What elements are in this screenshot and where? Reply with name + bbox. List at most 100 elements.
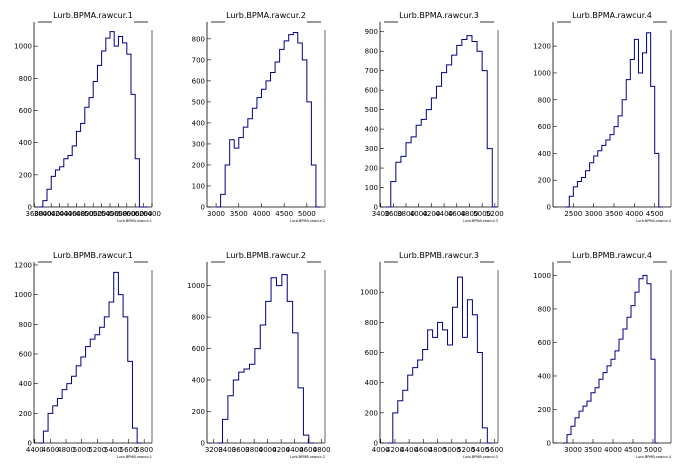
x-tick-label: 4600 xyxy=(41,446,59,454)
y-tick-label: 800 xyxy=(538,305,551,313)
histogram-panel: Lurb.BPMA.rawcur.4 0 200 400 600 800 1000 1200 2… xyxy=(533,11,672,223)
x-tick-label: 4000 xyxy=(259,446,277,454)
x-tick-label: 4200 xyxy=(272,446,290,454)
histogram-line xyxy=(565,32,663,208)
y-tick-label: 0 xyxy=(28,204,32,212)
x-axis-title: Lurb.BPMA.rawcur.4 xyxy=(636,219,672,223)
x-tick-label: 4600 xyxy=(299,446,317,454)
x-tick-label: 3500 xyxy=(230,210,248,218)
x-tick-label: 4500 xyxy=(624,446,642,454)
y-tick-label: 800 xyxy=(538,96,551,104)
y-tick-label: 200 xyxy=(365,409,378,417)
x-tick-label: 3500 xyxy=(605,210,623,218)
y-tick-label: 600 xyxy=(19,107,32,115)
x-tick-label: 4600 xyxy=(448,210,466,218)
y-tick-label: 400 xyxy=(365,379,378,387)
x-tick-label: 4800 xyxy=(461,210,479,218)
x-tick-label: 4000 xyxy=(604,446,622,454)
x-tick-label: 4500 xyxy=(646,210,664,218)
x-tick-label: 3600 xyxy=(232,446,250,454)
panel-title: Lurb.BPMA.rawcur.1 xyxy=(53,11,133,20)
x-tick-label: 5200 xyxy=(457,446,475,454)
y-tick-label: 100 xyxy=(365,184,378,192)
y-tick-label: 1000 xyxy=(187,282,205,290)
y-tick-label: 400 xyxy=(538,372,551,380)
x-tick-label: 4600 xyxy=(67,210,85,218)
x-tick-label: 5200 xyxy=(486,210,504,218)
y-tick-label: 1200 xyxy=(14,261,32,269)
x-tick-label: 5400 xyxy=(104,446,122,454)
x-tick-label: 3800 xyxy=(34,210,52,218)
x-tick-label: 4000 xyxy=(372,446,390,454)
x-tick-label: 5000 xyxy=(473,210,491,218)
y-tick-label: 1000 xyxy=(360,289,378,297)
x-tick-label: 4000 xyxy=(42,210,60,218)
y-tick-label: 200 xyxy=(538,177,551,185)
y-tick-label: 800 xyxy=(19,75,32,83)
x-tick-label: 4800 xyxy=(76,210,94,218)
panel-title: Lurb.BPMB.rawcur.3 xyxy=(399,251,479,260)
y-tick-label: 1000 xyxy=(14,43,32,51)
histogram-panel: Lurb.BPMA.rawcur.2 0 100 200 300 400 500 600 700… xyxy=(192,11,326,223)
histogram-panel: Lurb.BPMA.rawcur.1 0 200 400 600 800 1000 36003… xyxy=(14,11,161,223)
histogram-panel: Lurb.BPMB.rawcur.20200400600800100032003… xyxy=(187,251,330,459)
x-tick-label: 5000 xyxy=(644,446,662,454)
x-tick-label: 4200 xyxy=(51,210,69,218)
histogram-line xyxy=(385,35,498,208)
x-axis-title: Lurb.BPMA.rawcur.1 xyxy=(117,219,152,223)
y-tick-label: 600 xyxy=(538,339,551,347)
panel-title: Lurb.BPMB.rawcur.2 xyxy=(226,251,306,260)
y-tick-label: 200 xyxy=(19,171,32,179)
x-tick-label: 3400 xyxy=(372,210,390,218)
y-tick-label: 0 xyxy=(374,440,378,448)
y-tick-label: 0 xyxy=(547,440,551,448)
y-tick-label: 400 xyxy=(19,380,32,388)
x-tick-label: 5800 xyxy=(135,446,153,454)
histogram-panel: Lurb.BPMB.rawcur.1 0 200 400 600 800 1000 1200 4… xyxy=(14,251,153,459)
y-tick-label: 600 xyxy=(365,349,378,357)
x-tick-label: 5000 xyxy=(84,210,102,218)
y-tick-label: 1000 xyxy=(533,69,551,77)
x-axis-title: Lurb.BPMB.rawcur.3 xyxy=(463,455,498,459)
x-tick-label: 4200 xyxy=(422,210,440,218)
x-tick-label: 5800 xyxy=(118,210,136,218)
y-tick-label: 0 xyxy=(374,204,378,212)
y-tick-label: 700 xyxy=(192,56,205,64)
x-tick-label: 5000 xyxy=(443,446,461,454)
x-tick-label: 4400 xyxy=(59,210,77,218)
x-tick-label: 3800 xyxy=(245,446,263,454)
y-tick-label: 200 xyxy=(365,165,378,173)
x-tick-label: 4000 xyxy=(253,210,271,218)
x-tick-label: 4200 xyxy=(386,446,404,454)
panel-title: Lurb.BPMA.rawcur.2 xyxy=(226,11,306,20)
y-tick-label: 600 xyxy=(19,350,32,358)
y-tick-label: 0 xyxy=(547,204,551,212)
histogram-panel: Lurb.BPMB.rawcur.4 0 200 400 600 800 1000 3000 3… xyxy=(533,251,672,459)
x-tick-label: 4800 xyxy=(57,446,75,454)
y-tick-label: 1000 xyxy=(533,272,551,280)
y-tick-label: 400 xyxy=(365,126,378,134)
y-tick-label: 600 xyxy=(365,87,378,95)
y-tick-label: 600 xyxy=(192,77,205,85)
y-tick-label: 200 xyxy=(192,161,205,169)
x-tick-label: 4400 xyxy=(435,210,453,218)
x-axis-title: Lurb.BPMB.rawcur.2 xyxy=(290,455,325,459)
y-tick-label: 400 xyxy=(192,377,205,385)
y-tick-label: 1200 xyxy=(533,43,551,51)
y-tick-label: 800 xyxy=(365,319,378,327)
y-tick-label: 500 xyxy=(192,98,205,106)
x-tick-label: 5000 xyxy=(73,446,91,454)
y-tick-label: 300 xyxy=(365,145,378,153)
x-tick-label: 3200 xyxy=(205,446,223,454)
y-tick-label: 200 xyxy=(538,406,551,414)
y-tick-label: 300 xyxy=(192,140,205,148)
x-tick-label: 3600 xyxy=(384,210,402,218)
y-tick-label: 800 xyxy=(365,48,378,56)
x-tick-label: 2500 xyxy=(564,210,582,218)
y-tick-label: 1000 xyxy=(14,291,32,299)
y-tick-label: 600 xyxy=(538,123,551,131)
x-tick-label: 5000 xyxy=(298,210,316,218)
histogram-line xyxy=(38,271,142,444)
x-tick-label: 4000 xyxy=(625,210,643,218)
